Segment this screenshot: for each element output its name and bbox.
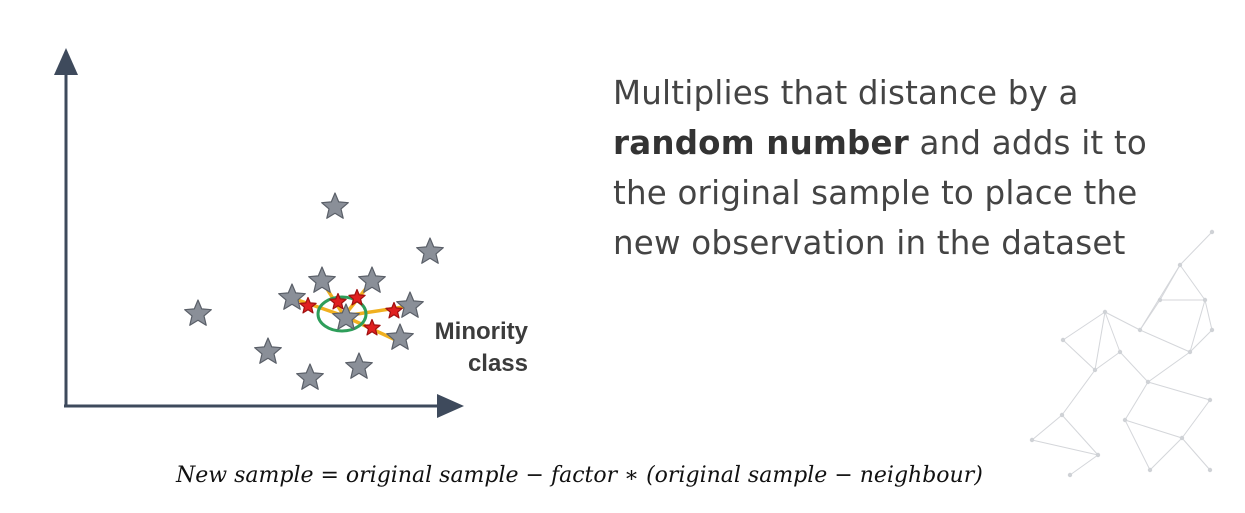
- network-edge: [1062, 311, 1106, 341]
- network-edge: [1159, 264, 1181, 301]
- network-edge: [1094, 351, 1121, 371]
- majority-star: [254, 337, 282, 364]
- network-node: [1209, 229, 1215, 235]
- network-node: [1067, 472, 1073, 478]
- headline-line-1: Multiplies that distance by a: [613, 74, 1079, 112]
- network-edge: [1061, 369, 1096, 416]
- smote-formula: New sample = original sample − factor ∗ …: [176, 463, 983, 488]
- headline-line-4: new observation in the dataset: [613, 224, 1126, 262]
- network-node: [1092, 367, 1098, 373]
- minority-class-label: Minority class: [410, 316, 528, 380]
- network-edge: [1149, 437, 1183, 471]
- minority-label-line2: class: [467, 350, 528, 377]
- network-edge: [1139, 329, 1191, 353]
- network-node: [1122, 417, 1128, 423]
- network-edge: [1189, 299, 1206, 353]
- majority-star: [308, 266, 336, 293]
- network-edge: [1181, 399, 1211, 439]
- headline-line-3: the original sample to place the: [613, 174, 1138, 212]
- network-edge: [1031, 439, 1099, 456]
- network-node: [1179, 435, 1185, 441]
- synthetic-minority-star: [348, 288, 366, 306]
- network-edge: [1069, 454, 1099, 476]
- network-node: [1117, 349, 1123, 355]
- network-edge: [1124, 419, 1183, 439]
- network-node: [1095, 452, 1101, 458]
- majority-star: [296, 363, 324, 390]
- headline-text: Multiplies that distance by a random num…: [613, 68, 1203, 268]
- network-edge: [1124, 381, 1149, 421]
- headline-bold-phrase: random number: [613, 124, 909, 162]
- network-node: [1147, 467, 1153, 473]
- network-node: [1060, 337, 1066, 343]
- network-edge: [1119, 351, 1149, 383]
- majority-star: [396, 291, 424, 318]
- network-edge: [1104, 311, 1141, 331]
- network-edge: [1031, 414, 1063, 441]
- network-edge: [1104, 311, 1121, 353]
- network-edge: [1179, 264, 1206, 301]
- synthetic-minority-star: [329, 292, 347, 310]
- synthetic-minority-star: [299, 296, 317, 314]
- network-node: [1157, 297, 1163, 303]
- network-edge: [1139, 299, 1161, 331]
- network-node: [1137, 327, 1143, 333]
- network-edge: [1189, 329, 1213, 353]
- majority-star: [278, 283, 306, 310]
- neighbourhood-circle: [316, 295, 368, 333]
- majority-star: [332, 303, 360, 330]
- majority-star: [416, 237, 444, 264]
- majority-star: [358, 266, 386, 293]
- network-node: [1207, 397, 1213, 403]
- headline-line-2: random number and adds it to: [613, 118, 1203, 168]
- network-edge: [1147, 381, 1211, 401]
- network-node: [1187, 349, 1193, 355]
- network-edge: [1094, 311, 1106, 371]
- minority-label-line1: Minority: [434, 318, 528, 345]
- network-edge: [1204, 299, 1213, 331]
- network-node: [1207, 467, 1213, 473]
- smote-scatter-diagram: [54, 48, 464, 418]
- network-edge: [1061, 414, 1099, 456]
- network-node: [1145, 379, 1151, 385]
- majority-stars: [184, 192, 444, 390]
- majority-star: [386, 323, 414, 350]
- majority-star: [321, 192, 349, 219]
- network-node: [1209, 327, 1215, 333]
- majority-star: [345, 352, 373, 379]
- network-node: [1177, 262, 1183, 268]
- minority-stars: [299, 288, 403, 336]
- network-node: [1029, 437, 1035, 443]
- synthetic-minority-star: [363, 318, 381, 336]
- network-edge: [1124, 419, 1151, 471]
- network-node: [1202, 297, 1208, 303]
- network-edge: [1181, 437, 1211, 471]
- majority-star: [184, 299, 212, 326]
- synthetic-minority-star: [385, 301, 403, 319]
- network-node: [1059, 412, 1065, 418]
- network-edge: [1062, 339, 1096, 371]
- network-edge: [1179, 231, 1213, 266]
- headline-line-2-rest: and adds it to: [908, 124, 1147, 162]
- network-node: [1102, 309, 1108, 315]
- network-edge: [1147, 351, 1191, 383]
